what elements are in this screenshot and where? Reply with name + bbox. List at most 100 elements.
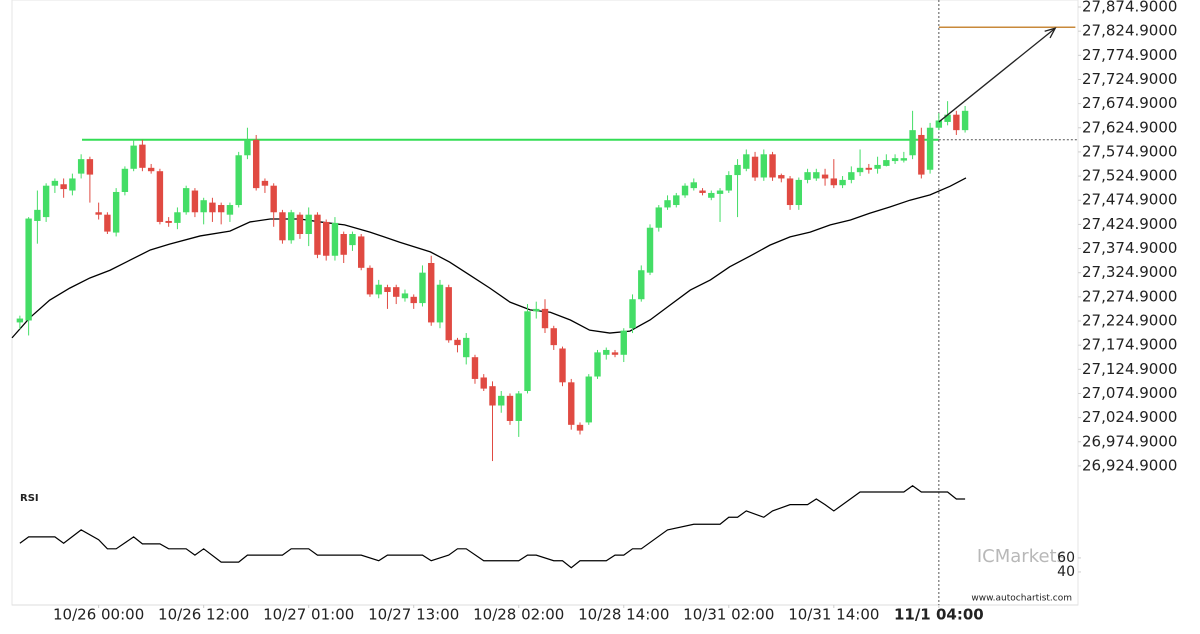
candle-body xyxy=(86,159,94,175)
candle-body xyxy=(445,287,452,341)
candle-body xyxy=(340,234,347,255)
x-tick-label: 10/27 01:00 xyxy=(263,606,354,624)
candle-body xyxy=(533,308,540,312)
candle-body xyxy=(550,328,557,346)
candle-body xyxy=(279,212,286,241)
candle-body xyxy=(568,382,575,425)
candle-body xyxy=(384,287,391,292)
candle-body xyxy=(401,293,409,299)
candle-body xyxy=(349,234,356,246)
arrow-head xyxy=(1044,27,1057,39)
candle-body xyxy=(515,393,522,421)
candle-body xyxy=(410,296,417,304)
candle-body xyxy=(165,220,172,223)
candle-body xyxy=(883,160,890,166)
y-tick-label: 27,524.9000 xyxy=(1082,167,1177,185)
y-tick-label: 27,774.9000 xyxy=(1082,46,1177,64)
y-tick-label: 27,474.9000 xyxy=(1082,191,1177,209)
y-tick-label: 26,974.9000 xyxy=(1082,432,1177,450)
candle-body xyxy=(375,284,382,295)
candle-body xyxy=(147,167,155,172)
candle-body xyxy=(760,154,768,178)
candle-body xyxy=(830,178,838,186)
candle-body xyxy=(244,139,251,156)
y-tick-label: 60 xyxy=(1057,550,1075,566)
candle-body xyxy=(471,357,479,379)
candle-body xyxy=(42,185,50,218)
candle-body xyxy=(891,158,899,162)
y-tick-label: 27,824.9000 xyxy=(1082,22,1177,40)
x-tick-label: 10/28 02:00 xyxy=(473,606,564,624)
x-tick-label: 10/28 14:00 xyxy=(578,606,669,624)
candle-body xyxy=(734,164,741,176)
candle-body xyxy=(725,175,732,191)
candle-body xyxy=(112,191,120,233)
y-tick-label: 27,724.9000 xyxy=(1082,70,1177,88)
candle-body xyxy=(296,214,304,235)
candle-body xyxy=(261,180,269,186)
candle-body xyxy=(270,185,277,213)
candle-body xyxy=(646,227,654,273)
candle-body xyxy=(865,167,873,170)
candle-body xyxy=(489,386,496,406)
candle-body xyxy=(419,272,426,304)
candle-body xyxy=(454,339,461,346)
candle-body xyxy=(926,127,934,170)
candle-body xyxy=(130,145,137,169)
candle-body xyxy=(681,185,689,196)
candle-body xyxy=(322,221,330,256)
candle-body xyxy=(559,348,566,383)
candle-body xyxy=(918,134,925,175)
candle-body xyxy=(182,188,190,213)
panel-title: RSI xyxy=(20,493,39,504)
candle-body xyxy=(751,156,759,178)
y-tick-label: 27,574.9000 xyxy=(1082,142,1177,160)
moving-average xyxy=(11,177,967,339)
watermark: ICMarkets xyxy=(977,546,1066,567)
candle-body xyxy=(139,144,146,168)
candle-body xyxy=(699,190,706,193)
candle-body xyxy=(287,212,295,241)
candle-body xyxy=(436,284,444,323)
x-tick-label: 10/31 02:00 xyxy=(683,606,774,624)
y-tick-label: 26,924.9000 xyxy=(1082,456,1177,474)
candle-body xyxy=(463,337,470,358)
x-tick-label: 11/1 04:00 xyxy=(894,606,984,624)
candle-body xyxy=(428,262,435,323)
candle-body xyxy=(813,172,820,179)
candle-body xyxy=(60,184,67,190)
candle-body xyxy=(524,311,531,392)
x-tick-label: 10/27 13:00 xyxy=(368,606,459,624)
candle-body xyxy=(69,178,76,191)
candle-body xyxy=(121,168,129,192)
candle-body xyxy=(541,308,549,329)
y-tick-label: 27,324.9000 xyxy=(1082,263,1177,281)
candle-body xyxy=(314,214,321,255)
y-tick-label: 40 xyxy=(1057,564,1075,580)
candle-body xyxy=(874,164,881,169)
x-tick-label: 10/26 12:00 xyxy=(158,606,249,624)
y-tick-label: 27,224.9000 xyxy=(1082,312,1177,330)
candle-body xyxy=(935,120,943,128)
y-tick-label: 27,674.9000 xyxy=(1082,94,1177,112)
candle-body xyxy=(235,155,242,206)
candle-body xyxy=(655,207,662,228)
y-tick-label: 27,024.9000 xyxy=(1082,408,1177,426)
candle-body xyxy=(358,236,365,268)
y-tick-label: 27,074.9000 xyxy=(1082,384,1177,402)
candle-body xyxy=(585,376,592,423)
y-tick-label: 27,174.9000 xyxy=(1082,336,1177,354)
candle-body xyxy=(16,318,24,323)
candle-body xyxy=(629,299,636,329)
candle-body xyxy=(716,190,724,194)
candle-body xyxy=(209,202,216,213)
candle-body xyxy=(708,192,715,198)
candle-body xyxy=(690,182,697,189)
candle-body xyxy=(664,200,671,208)
rsi-line xyxy=(19,484,966,569)
y-tick-label: 27,274.9000 xyxy=(1082,287,1177,305)
candle-body xyxy=(909,130,916,156)
candle-body xyxy=(217,205,225,213)
